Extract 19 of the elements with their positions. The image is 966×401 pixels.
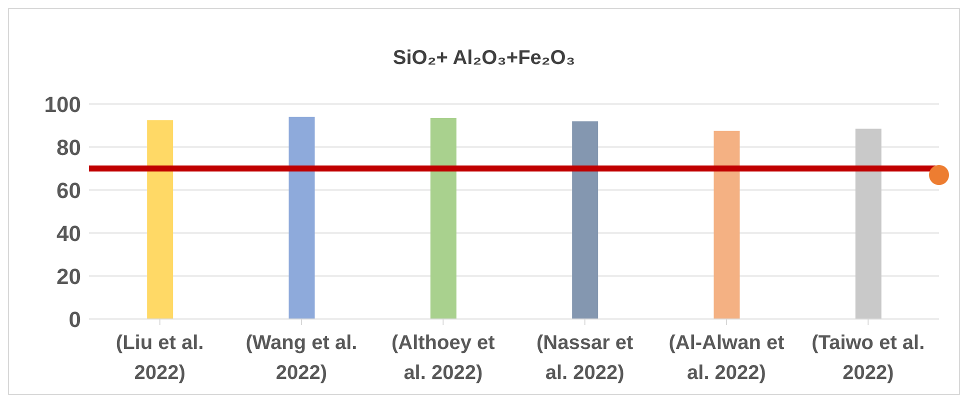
x-tick-label: (Liu et al. 2022) [116,332,204,384]
x-tick-label: (Taiwo et al. 2022) [812,332,925,384]
bar [430,118,456,319]
bar [855,128,882,319]
bar [572,121,598,319]
y-tick-label: 0 [68,306,81,332]
y-tick-label: 100 [44,92,81,117]
x-tick-label: (Wang et al. 2022) [246,332,358,384]
bar [714,130,740,319]
y-tick-label: 20 [56,264,81,289]
bar [288,116,315,319]
y-tick-label: 80 [56,134,81,160]
bar [147,120,174,319]
x-tick-label: (Al-Alwan et al. 2022) [668,332,785,384]
x-tick-label: (Nassar et al. 2022) [536,332,634,384]
chart-title: SiO₂+ Al₂O₃+Fe₂O₃ [392,47,576,70]
x-tick-label: (Althoey et al. 2022) [391,332,496,384]
y-tick-label: 60 [56,178,81,203]
y-tick-label: 40 [56,220,81,246]
